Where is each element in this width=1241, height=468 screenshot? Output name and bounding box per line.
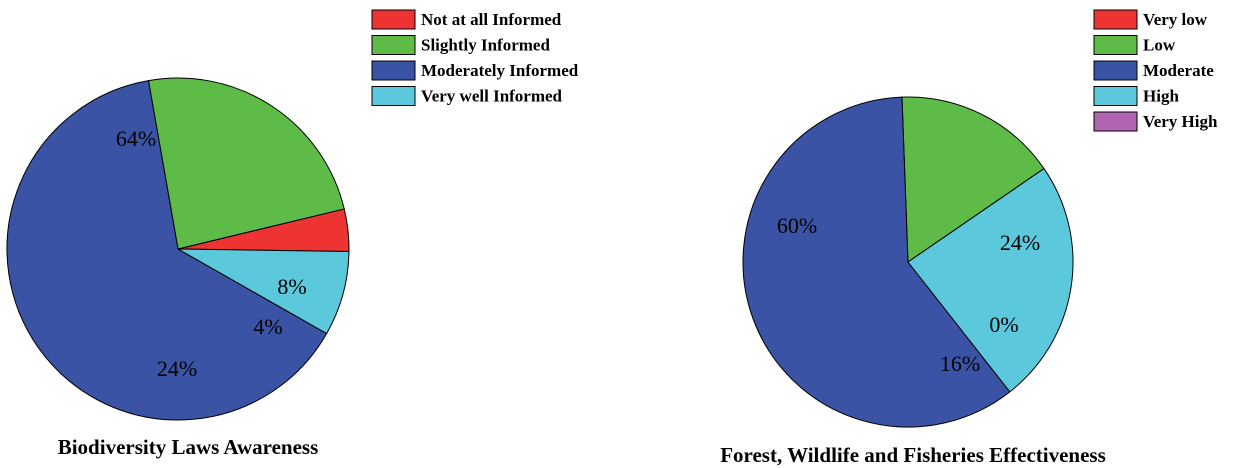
slice-label-low: 16%: [940, 351, 980, 376]
legend-label-slightly-informed: Slightly Informed: [421, 36, 550, 55]
slice-label-not-at-all-informed: 4%: [253, 314, 282, 339]
chart-title: Biodiversity Laws Awareness: [58, 435, 319, 459]
legend-swatch-not-at-all-informed: [371, 9, 416, 30]
chart-forest-wildlife-fisheries-effectiveness: 16%60%24%0% Very lowLowModerateHighVery …: [720, 9, 1218, 467]
pie-slice-moderately-informed: [6, 79, 328, 421]
pie-slice-very-well-informed: [177, 248, 350, 335]
legend-swatch-low: [1093, 35, 1138, 55]
legend-swatch-very-high: [1093, 111, 1138, 132]
legend: Very low Low Moderate High Very High: [1093, 9, 1218, 132]
slice-label-moderately-informed: 64%: [116, 126, 156, 151]
legend-label-moderate: Moderate: [1143, 61, 1214, 80]
slice-label-very-well-informed: 8%: [277, 274, 306, 299]
pie-slice-high: [907, 167, 1074, 393]
legend-swatch-high: [1093, 86, 1138, 106]
legend-label-very-high: Very High: [1143, 112, 1218, 131]
chart-title: Forest, Wildlife and Fisheries Effective…: [720, 443, 1106, 467]
legend-swatch-slightly-informed: [371, 35, 416, 55]
slice-label-very-high: 0%: [989, 312, 1018, 337]
slice-label-slightly-informed: 24%: [157, 356, 197, 381]
legend-swatch-very-low: [1093, 9, 1138, 30]
slice-label-moderate: 60%: [777, 213, 817, 238]
legend-label-very-well-informed: Very well Informed: [421, 87, 563, 106]
legend-label-very-low: Very low: [1143, 10, 1208, 29]
legend: Not at all Informed Slightly Informed Mode…: [371, 9, 579, 106]
pie-slice-slightly-informed: [147, 77, 345, 250]
legend-label-not-at-all-informed: Not at all Informed: [421, 10, 562, 29]
pie-slice-moderate: [742, 96, 1011, 428]
legend-label-low: Low: [1143, 36, 1176, 55]
legend-label-moderately-informed: Moderately Informed: [421, 61, 579, 80]
legend-swatch-moderate: [1093, 60, 1138, 81]
chart-biodiversity-laws-awareness: 4% 24% 64% 8% Not at all Informed Slightly I…: [6, 9, 579, 459]
legend-swatch-moderately-informed: [371, 60, 416, 81]
slice-label-high: 24%: [1000, 230, 1040, 255]
legend-label-high: High: [1143, 87, 1179, 106]
pie-slice-low: [901, 96, 1045, 263]
legend-swatch-very-well-informed: [371, 86, 416, 106]
